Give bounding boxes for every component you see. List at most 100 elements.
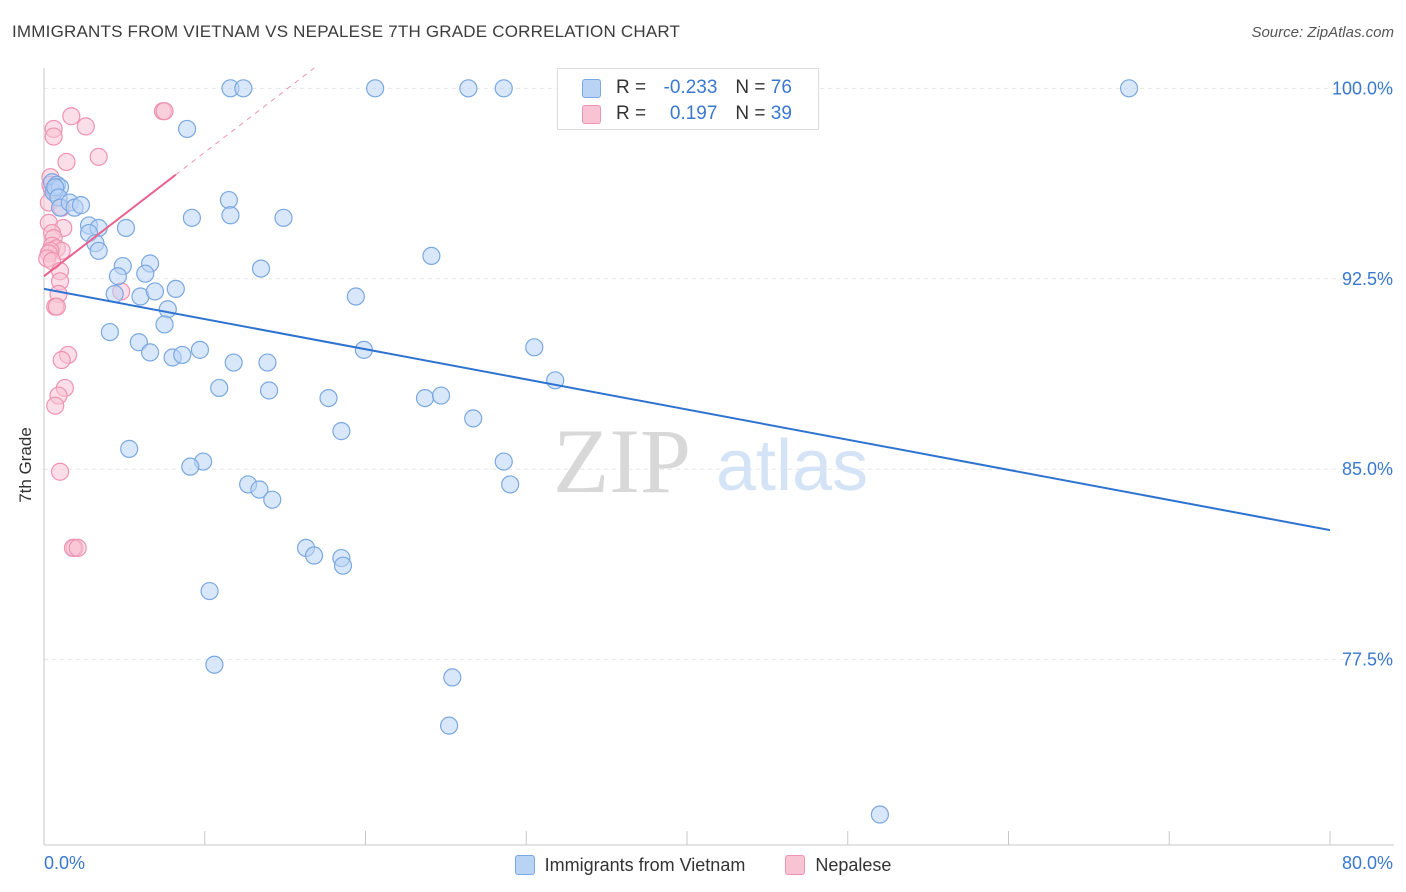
vietnam-points [42, 79, 1139, 824]
grid-lines [44, 87, 1394, 661]
nepalese-point [89, 147, 108, 166]
legend-label-vietnam: Immigrants from Vietnam [544, 854, 746, 875]
stats-legend: R = -0.233 N = 76 R = 0.197 N = 39 [557, 68, 819, 130]
blue-swatch [582, 79, 601, 98]
vietnam-point [304, 546, 324, 565]
legend-label-nepalese: Nepalese [815, 854, 892, 875]
vietnam-point [136, 264, 155, 283]
vietnam-point [1119, 79, 1139, 98]
nepalese-point [50, 462, 70, 481]
x-tick-label-max: 80.0% [1342, 853, 1393, 873]
vietnam-point [443, 668, 462, 687]
vietnam-point [319, 388, 338, 408]
nepalese-point [57, 152, 76, 172]
r-label: R = [616, 103, 647, 124]
vietnam-point [494, 452, 513, 471]
vietnam-point [173, 345, 192, 365]
nepalese-points [38, 102, 174, 558]
vietnam-point [182, 208, 201, 227]
vietnam-point [177, 119, 197, 139]
vietnam-point [140, 343, 160, 362]
legend-swatch-vietnam [514, 855, 535, 875]
y-tick-labels: 77.5% 85.0% 92.5% 100.0% [1332, 78, 1393, 669]
y-tick-label: 85.0% [1342, 459, 1393, 479]
nepalese-point [52, 350, 71, 370]
vietnam-point [166, 279, 185, 299]
vietnam-point [250, 480, 269, 499]
vietnam-point [108, 267, 128, 286]
vietnam-point [422, 246, 441, 266]
vietnam-point [120, 439, 139, 458]
vietnam-point [71, 196, 91, 215]
watermark: ZIP atlas [553, 410, 868, 512]
vietnam-point [116, 218, 136, 238]
x-tick-labels: 0.0% 80.0% [44, 853, 1393, 873]
vietnam-point [129, 333, 148, 352]
y-tick-label: 77.5% [1342, 650, 1393, 670]
n-label: N = [735, 77, 766, 98]
vietnam-point [205, 655, 224, 674]
stats-text-vietnam: R = -0.233 N = 76 [616, 77, 792, 99]
vietnam-point [155, 315, 174, 334]
nepalese-point [76, 117, 95, 136]
vietnam-point [870, 805, 890, 824]
vietnam-point [501, 475, 520, 494]
vietnam-point [100, 322, 120, 342]
nepalese-point [47, 297, 66, 316]
vietnam-point [258, 353, 277, 372]
pink-swatch [582, 105, 601, 124]
watermark-atlas: atlas [716, 426, 868, 506]
vietnam-point [89, 241, 108, 260]
n-label: N = [735, 103, 766, 124]
vietnam-point [333, 556, 353, 575]
source-label: Source: ZipAtlas.com [1251, 24, 1394, 41]
vietnam-point [464, 409, 483, 428]
vietnam-point [274, 208, 293, 227]
chart-title: IMMIGRANTS FROM VIETNAM VS NEPALESE 7TH … [12, 22, 681, 41]
vietnam-point [219, 190, 238, 210]
legend-swatch-nepalese [785, 855, 806, 875]
y-tick-label: 100.0% [1332, 78, 1393, 98]
vietnam-point [494, 79, 513, 98]
vietnam-point [525, 338, 544, 357]
watermark-zip: ZIP [553, 410, 691, 512]
vietnam-point [346, 287, 365, 306]
vietnam-point [234, 79, 253, 98]
series-legend: Immigrants from Vietnam Nepalese [0, 850, 1406, 880]
legend-item-vietnam[interactable]: Immigrants from Vietnam [514, 854, 746, 876]
stats-text-nepalese: R = 0.197 N = 39 [616, 103, 792, 125]
vietnam-point [332, 422, 351, 441]
vietnam-point [221, 206, 240, 225]
legend-item-nepalese[interactable]: Nepalese [785, 855, 891, 876]
trend-line-vietnam [43, 287, 1331, 532]
vietnam-point [158, 300, 177, 319]
vietnam-point [366, 79, 385, 98]
trend-lines [43, 67, 1331, 532]
vietnam-point [105, 284, 124, 304]
vietnam-point [145, 282, 165, 301]
vietnam-point [224, 353, 243, 372]
y-tick-label: 92.5% [1342, 269, 1393, 289]
vietnam-point [415, 388, 435, 408]
vietnam-point [251, 259, 271, 278]
vietnam-point [439, 716, 459, 735]
nepalese-point [68, 538, 87, 558]
nepalese-point [46, 396, 65, 415]
r-value-nepalese: 0.197 [669, 103, 718, 124]
n-value-nepalese: 39 [770, 103, 792, 124]
vietnam-point [259, 381, 279, 400]
vietnam-point [181, 457, 200, 476]
r-label: R = [616, 77, 647, 98]
vietnam-point [431, 386, 451, 405]
nepalese-point [44, 127, 63, 146]
nepalese-point [62, 107, 81, 126]
trend-line-nepalese [43, 173, 177, 278]
x-axis-ticks [204, 831, 1331, 845]
r-value-vietnam: -0.233 [663, 77, 718, 98]
nepalese-point [155, 102, 174, 121]
x-tick-label-min: 0.0% [44, 853, 85, 873]
vietnam-point [263, 490, 282, 509]
vietnam-point [459, 79, 478, 98]
vietnam-point [200, 581, 219, 601]
